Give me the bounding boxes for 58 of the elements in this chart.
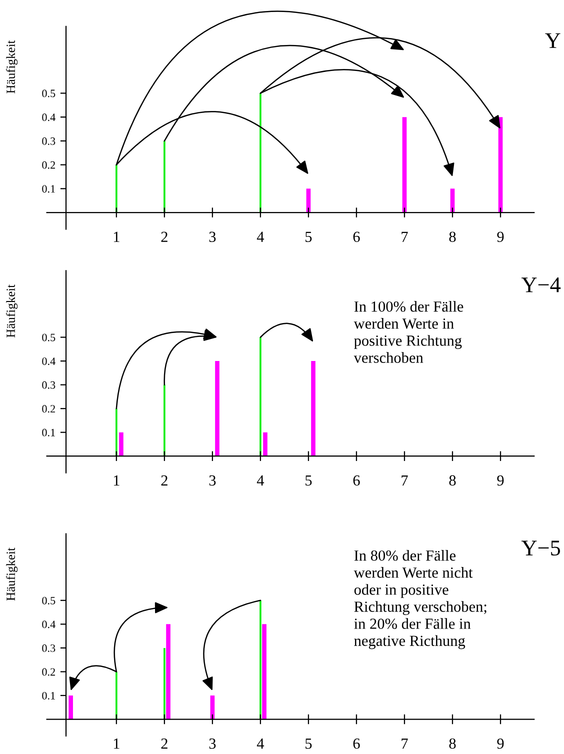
y-tick-label: 0.1 <box>42 692 55 700</box>
x-tick-label: 5 <box>306 738 312 749</box>
y-tick-label: 0.4 <box>42 114 56 122</box>
x-tick-label: 5 <box>306 475 312 486</box>
y-tick-label: 0.2 <box>42 161 55 169</box>
bar <box>68 695 73 720</box>
x-tick-label: 4 <box>256 232 264 242</box>
bar <box>166 624 170 720</box>
y-tick-label: 0.2 <box>42 405 55 413</box>
x-tick-label: 7 <box>402 475 408 486</box>
x-tick-label: 9 <box>497 232 504 242</box>
y-tick-label: 0.4 <box>42 357 56 366</box>
x-tick-label: 9 <box>497 738 504 749</box>
y-tick-label: 0.5 <box>42 90 56 98</box>
x-tick-label: 5 <box>306 232 312 242</box>
x-tick-label: 8 <box>449 738 456 749</box>
x-tick-label: 1 <box>114 738 120 749</box>
chart-title: Y−4 <box>521 278 561 292</box>
annotation: In 100% der Fälle werden Werte in positive Richtung verschoben <box>354 300 464 363</box>
bar <box>311 361 316 456</box>
y-tick-label: 0.4 <box>42 620 56 628</box>
x-tick-label: 6 <box>353 738 360 749</box>
y-axis-title: Häufigkeit <box>6 40 18 94</box>
x-tick-label: 8 <box>449 232 456 242</box>
chart-title: Y <box>545 33 560 48</box>
chart-title: Y−5 <box>521 540 560 556</box>
bar <box>119 432 124 456</box>
bar <box>262 624 266 720</box>
x-tick-label: 3 <box>209 738 216 749</box>
y-tick-label: 0.1 <box>42 185 55 193</box>
x-tick-label: 1 <box>114 475 120 486</box>
y-tick-label: 0.3 <box>42 381 56 389</box>
x-tick-label: 2 <box>161 232 168 242</box>
x-tick-label: 6 <box>353 475 360 486</box>
x-tick-label: 7 <box>402 232 408 242</box>
y-tick-label: 0.5 <box>42 596 56 604</box>
x-tick-label: 7 <box>402 738 408 749</box>
bar <box>263 432 268 456</box>
y-tick-label: 0.1 <box>42 428 55 436</box>
x-tick-label: 4 <box>256 475 264 486</box>
x-tick-label: 2 <box>161 475 168 486</box>
y-tick-label: 0.5 <box>42 334 56 342</box>
x-tick-label: 2 <box>161 738 168 749</box>
x-tick-label: 9 <box>497 475 504 486</box>
y-axis-title: Häufigkeit <box>6 548 18 601</box>
y-tick-label: 0.3 <box>42 644 56 652</box>
y-tick-label: 0.2 <box>42 668 55 676</box>
y-axis-title: Häufigkeit <box>6 284 18 338</box>
x-tick-label: 8 <box>449 475 456 486</box>
x-tick-label: 3 <box>209 232 216 242</box>
bar <box>215 361 220 456</box>
x-tick-label: 4 <box>256 738 264 749</box>
x-tick-label: 3 <box>209 475 216 486</box>
annotation: In 80% der Fälle werden Werte nicht oder in positive Richtung verschoben; in 20% der Fälle in negative Ricthung <box>354 550 486 650</box>
x-tick-label: 1 <box>114 232 120 242</box>
y-tick-label: 0.3 <box>42 137 56 145</box>
bar <box>402 117 407 213</box>
x-tick-label: 6 <box>353 232 360 242</box>
